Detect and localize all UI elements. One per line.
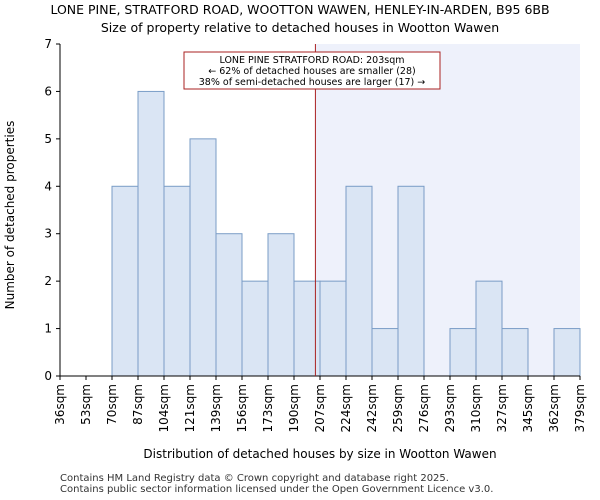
x-tick-label-70sqm: 70sqm — [105, 384, 119, 425]
x-tick-label-173sqm: 173sqm — [261, 384, 275, 432]
annotation-line-3: 38% of semi-detached houses are larger (… — [199, 77, 426, 88]
bar-293sqm — [449, 328, 477, 377]
annotation-line-1: LONE PINE STRATFORD ROAD: 203sqm — [219, 55, 404, 66]
y-tick-label-7: 7 — [44, 37, 52, 51]
bar-139sqm — [215, 233, 243, 377]
y-tick-label-5: 5 — [44, 132, 52, 146]
y-tick-label-2: 2 — [44, 274, 52, 288]
bar-207sqm — [319, 280, 347, 377]
x-tick-label-104sqm: 104sqm — [157, 384, 171, 432]
x-tick-label-87sqm: 87sqm — [131, 384, 145, 425]
x-tick-label-293sqm: 293sqm — [443, 384, 457, 432]
x-tick-label-379sqm: 379sqm — [573, 384, 587, 432]
bar-362sqm — [553, 328, 581, 377]
y-axis-label: Number of detached properties — [3, 121, 17, 310]
x-tick-label-327sqm: 327sqm — [495, 384, 509, 432]
bar-104sqm — [163, 185, 191, 377]
x-axis-label: Distribution of detached houses by size … — [143, 447, 496, 461]
x-tick-label-345sqm: 345sqm — [521, 384, 535, 432]
annotation-line-2: ← 62% of detached houses are smaller (28… — [208, 66, 415, 77]
x-tick-label-276sqm: 276sqm — [417, 384, 431, 432]
footer-licence: Contains public sector information licen… — [60, 484, 494, 495]
bar-242sqm — [371, 328, 399, 377]
y-tick-label-3: 3 — [44, 227, 52, 241]
bar-327sqm — [501, 328, 529, 377]
x-tick-label-362sqm: 362sqm — [547, 384, 561, 432]
x-tick-label-242sqm: 242sqm — [365, 384, 379, 432]
x-tick-label-121sqm: 121sqm — [183, 384, 197, 432]
bar-173sqm — [267, 233, 295, 377]
y-tick-label-1: 1 — [44, 322, 52, 336]
chart-title: LONE PINE, STRATFORD ROAD, WOOTTON WAWEN… — [50, 2, 550, 17]
bar-156sqm — [241, 280, 269, 377]
y-tick-label-6: 6 — [44, 84, 52, 98]
x-tick-label-190sqm: 190sqm — [287, 384, 301, 432]
bar-259sqm — [397, 185, 425, 377]
bar-70sqm — [111, 185, 139, 377]
bar-87sqm — [137, 90, 165, 377]
y-tick-label-4: 4 — [44, 179, 52, 193]
x-tick-label-310sqm: 310sqm — [469, 384, 483, 432]
x-tick-label-156sqm: 156sqm — [235, 384, 249, 432]
x-tick-label-139sqm: 139sqm — [209, 384, 223, 432]
footer-copyright: Contains HM Land Registry data © Crown c… — [60, 473, 449, 484]
x-tick-label-259sqm: 259sqm — [391, 384, 405, 432]
chart-subtitle: Size of property relative to detached ho… — [100, 20, 500, 35]
bar-310sqm — [475, 280, 503, 377]
bar-224sqm — [345, 185, 373, 377]
annotation-box — [183, 51, 441, 90]
bar-121sqm — [189, 138, 217, 377]
x-tick-label-36sqm: 36sqm — [53, 384, 67, 425]
x-tick-label-224sqm: 224sqm — [339, 384, 353, 432]
x-tick-label-53sqm: 53sqm — [79, 384, 93, 425]
x-tick-label-207sqm: 207sqm — [313, 384, 327, 432]
y-tick-label-0: 0 — [44, 369, 52, 383]
bar-190sqm — [293, 280, 321, 377]
